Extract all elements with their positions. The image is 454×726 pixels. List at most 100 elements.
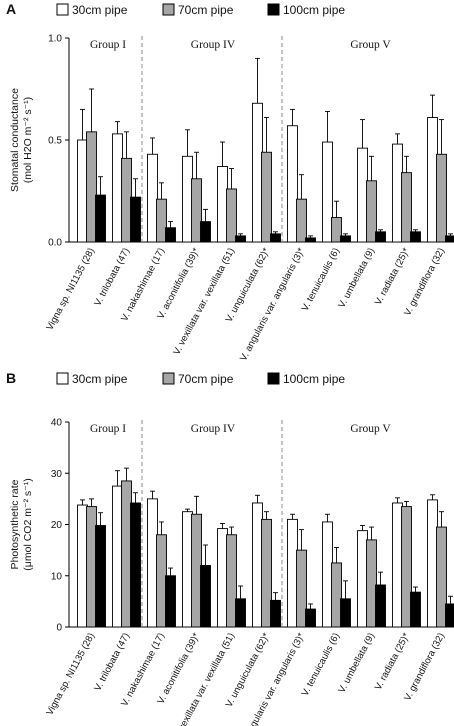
bar [217, 528, 228, 628]
bar [375, 584, 386, 628]
bar [121, 157, 132, 243]
bar [375, 231, 386, 243]
bar [401, 172, 412, 243]
legend-swatch-0 [56, 372, 69, 385]
bar [296, 549, 307, 628]
legend-swatch-0 [56, 3, 69, 16]
bar [445, 235, 454, 243]
bar [252, 502, 263, 628]
bar [357, 147, 368, 243]
legend-label: 70cm pipe [178, 3, 234, 17]
bar [366, 180, 377, 243]
group-label: Group V [350, 423, 391, 435]
bar [130, 502, 141, 628]
bar [77, 504, 88, 628]
x-tick-label: Vigna sp. NI1135 (28) [44, 246, 97, 332]
y-axis-unit: (mol H2O m⁻² s⁻¹) [22, 97, 34, 183]
bar [130, 196, 141, 243]
bar [112, 133, 123, 243]
bar [305, 608, 316, 628]
bar [357, 530, 368, 628]
bar [165, 575, 176, 628]
bar [445, 603, 454, 628]
group-label: Group IV [191, 423, 236, 435]
group-label: Group V [350, 39, 391, 51]
bar [296, 198, 307, 243]
x-tick-label: V. vexillata var. vexillata (51) [171, 631, 237, 726]
bar [226, 188, 237, 243]
bar [95, 525, 106, 628]
bar [270, 233, 281, 243]
bar [270, 599, 281, 628]
bar [401, 506, 412, 628]
bar [261, 151, 272, 243]
x-tick-label: V. angularis var. angularis (3)* [238, 246, 307, 363]
bar [305, 237, 316, 243]
y-tick-label: 40 [51, 418, 63, 429]
x-tick-label: V. trilobata (47) [92, 246, 132, 308]
legend-label: 30cm pipe [72, 372, 128, 386]
chart-panel-A: A 30cm pipe 70cm pipe 100cm pipe 0.0 0.5 1.0 St… [6, 1, 454, 363]
bar [261, 518, 272, 628]
x-tick-label: V. radiata (25)* [373, 631, 412, 692]
bar [121, 480, 132, 628]
legend-label: 100cm pipe [283, 3, 345, 17]
bar [436, 526, 447, 628]
panel-label: A [6, 1, 16, 17]
bar [191, 513, 202, 628]
y-tick-label: 10 [51, 571, 63, 582]
bar [112, 485, 123, 628]
y-tick-label: 0.0 [48, 238, 62, 249]
bar [427, 499, 438, 628]
x-tick-label: Vigna sp. NI1135 (28) [44, 631, 97, 717]
bar [322, 521, 333, 628]
bar [287, 518, 298, 628]
bar [331, 562, 342, 628]
bar [95, 194, 106, 243]
legend-label: 30cm pipe [72, 3, 128, 17]
legend-swatch-2 [267, 3, 280, 16]
bar [182, 511, 193, 628]
group-label: Group IV [191, 39, 236, 51]
panel-label: B [6, 370, 16, 386]
legend-label: 70cm pipe [178, 372, 234, 386]
bar [217, 166, 228, 243]
x-tick-label: V. tenuicaulis (6) [300, 631, 343, 698]
group-label: Group I [90, 39, 126, 51]
bar [410, 231, 421, 243]
y-tick-label: 20 [51, 520, 63, 531]
bar [427, 117, 438, 243]
bar [287, 125, 298, 243]
bar [147, 498, 158, 628]
legend-swatch-2 [267, 372, 280, 385]
bar [392, 502, 403, 628]
bar [366, 539, 377, 628]
bar [340, 598, 351, 628]
bar [340, 235, 351, 243]
y-tick-label: 0.5 [48, 136, 62, 147]
legend-label: 100cm pipe [283, 372, 345, 386]
y-tick-label: 1.0 [48, 34, 62, 45]
x-tick-label: V. radiata (25)* [373, 246, 412, 307]
bar [147, 153, 158, 243]
bar [226, 534, 237, 628]
x-tick-label: V. umbellata (9) [336, 631, 377, 695]
y-axis-label: Photosynthetic rate [9, 479, 21, 569]
bar [86, 131, 97, 243]
chart-panel-B: B 30cm pipe 70cm pipe 100cm pipe 0 10 20 30 40 Ph… [6, 370, 454, 726]
bar [165, 227, 176, 243]
bar [86, 506, 97, 628]
bar [191, 178, 202, 243]
group-label: Group I [90, 423, 126, 435]
bar [252, 102, 263, 243]
bar [235, 598, 246, 628]
bar [331, 217, 342, 243]
bar [200, 565, 211, 628]
y-axis-unit: (μmol CO2 m⁻² s⁻¹) [22, 478, 34, 570]
x-tick-label: V. vexillata var. vexillata (51) [171, 246, 237, 357]
legend-swatch-1 [162, 372, 175, 385]
y-axis-label: Stomatal conductance [9, 88, 21, 192]
y-tick-label: 30 [51, 469, 63, 480]
legend-swatch-1 [162, 3, 175, 16]
